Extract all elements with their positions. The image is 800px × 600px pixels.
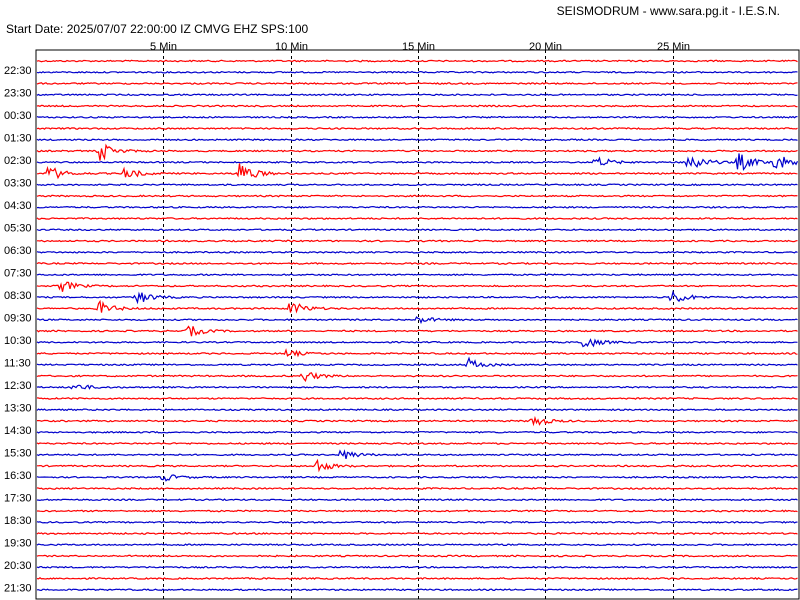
seismic-trace: [36, 93, 798, 97]
seismic-trace: [36, 115, 798, 119]
seismic-trace: [36, 281, 798, 292]
seismic-trace: [36, 397, 798, 400]
seismic-trace: [36, 384, 798, 390]
seismic-trace: [36, 299, 798, 314]
seismic-trace: [36, 250, 798, 254]
hour-label: 14:30: [4, 425, 32, 437]
hour-label: 18:30: [4, 515, 32, 527]
seismic-trace: [36, 273, 798, 277]
seismic-trace: [37, 239, 798, 243]
seismic-trace: [36, 138, 798, 142]
seismic-trace: [37, 415, 798, 427]
hour-label: 13:30: [4, 403, 32, 415]
hour-label: 15:30: [4, 448, 32, 460]
seismic-trace: [36, 205, 798, 209]
x-tick-label: 10 Min: [275, 41, 308, 53]
seismic-trace: [36, 565, 798, 569]
seismic-trace: [36, 194, 798, 198]
hour-label: 12:30: [4, 380, 32, 392]
seismic-trace: [36, 371, 798, 383]
seismic-trace: [36, 163, 798, 180]
seismic-trace: [36, 449, 798, 460]
seismic-trace: [37, 509, 798, 513]
hour-label: 03:30: [4, 178, 32, 190]
hour-label: 11:30: [4, 358, 31, 370]
hour-label: 04:30: [4, 200, 32, 212]
seismic-trace: [36, 153, 799, 172]
x-tick-label: 5 Min: [150, 41, 177, 53]
seismic-trace: [36, 543, 798, 547]
seismic-trace: [36, 262, 798, 265]
seismic-trace: [36, 217, 798, 220]
seismic-trace: [36, 338, 798, 348]
seismic-trace: [36, 325, 798, 337]
hour-label: 23:30: [4, 88, 32, 100]
seismic-trace: [36, 520, 798, 524]
seismic-trace: [36, 487, 798, 490]
x-tick-label: 20 Min: [529, 41, 562, 53]
hour-label: 17:30: [4, 493, 32, 505]
seismic-trace: [36, 441, 798, 445]
seismic-trace: [37, 316, 798, 325]
x-tick-label: 25 Min: [657, 41, 690, 53]
hour-label: 08:30: [4, 290, 32, 302]
hour-label: 10:30: [4, 335, 32, 347]
seismic-trace: [36, 143, 798, 161]
seismic-trace: [36, 577, 798, 581]
seismic-trace: [36, 290, 798, 305]
seismic-trace: [37, 458, 798, 473]
hour-label: 01:30: [4, 133, 32, 145]
hour-label: 22:30: [4, 65, 32, 77]
seismic-trace: [36, 59, 798, 63]
seismic-trace: [36, 588, 798, 592]
seismic-trace: [36, 474, 798, 482]
hour-label: 16:30: [4, 470, 32, 482]
seismic-trace: [36, 183, 798, 187]
seismic-trace: [36, 70, 798, 74]
seismic-trace: [36, 498, 798, 502]
chart-title: SEISMODRUM - www.sara.pg.it - I.E.S.N.: [556, 4, 780, 18]
hour-label: 06:30: [4, 245, 32, 257]
seismic-trace: [36, 228, 798, 232]
seismic-trace: [36, 104, 798, 108]
seismic-trace: [36, 127, 798, 130]
hour-label: 07:30: [4, 268, 32, 280]
hour-label: 19:30: [4, 538, 32, 550]
hour-label: 05:30: [4, 223, 32, 235]
seismic-trace: [36, 356, 798, 368]
hour-label: 09:30: [4, 313, 32, 325]
hour-label: 00:30: [4, 110, 32, 122]
seismic-trace: [36, 82, 798, 85]
start-date-info: Start Date: 2025/07/07 22:00:00 IZ CMVG …: [6, 22, 309, 36]
seismic-trace: [36, 348, 798, 358]
hour-label: 21:30: [4, 583, 32, 595]
x-tick-label: 15 Min: [402, 41, 435, 53]
plot-frame: [35, 49, 800, 600]
hour-label: 02:30: [4, 155, 32, 167]
seismic-trace: [36, 408, 798, 412]
hour-label: 20:30: [4, 560, 32, 572]
seismic-trace: [36, 430, 798, 434]
seismic-trace: [36, 554, 798, 558]
seismic-trace: [36, 532, 798, 535]
